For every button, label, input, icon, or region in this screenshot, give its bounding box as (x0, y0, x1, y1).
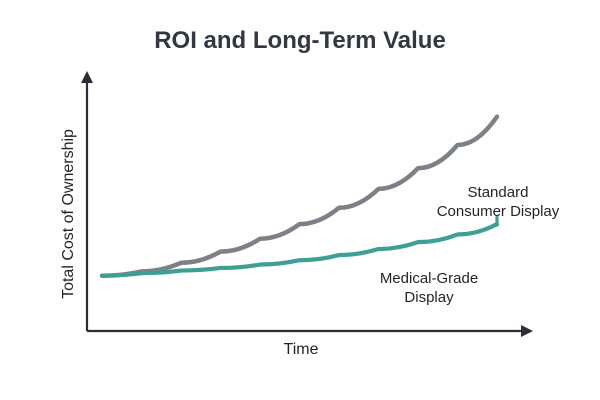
series-layer (99, 114, 500, 278)
y-axis-arrow-icon (81, 71, 93, 83)
medical-grade-display-label-line-2: Display (404, 289, 454, 306)
chart-title: ROI and Long-Term Value (154, 27, 446, 54)
x-axis-label: Time (284, 341, 319, 358)
medical-grade-display-label: Medical-Grade Display (380, 270, 478, 306)
medical-grade-display-line (99, 222, 500, 278)
standard-consumer-display-label-line-1: Standard (468, 184, 529, 201)
standard-consumer-display-label: Standard Consumer Display (437, 184, 560, 220)
standard-consumer-display-label-line-2: Consumer Display (437, 203, 560, 220)
x-axis-arrow-icon (521, 325, 533, 337)
y-axis-label: Total Cost of Ownership (60, 129, 77, 299)
standard-consumer-display-line (99, 114, 500, 278)
medical-grade-display-label-line-1: Medical-Grade (380, 270, 478, 287)
axes (81, 71, 533, 337)
series-labels: Standard Consumer Display Medical-Grade Dis… (380, 184, 560, 306)
